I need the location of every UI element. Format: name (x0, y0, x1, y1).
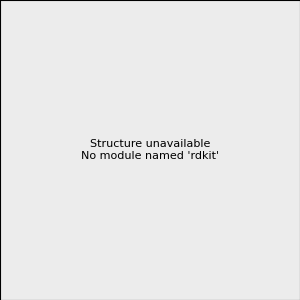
Text: Structure unavailable
No module named 'rdkit': Structure unavailable No module named 'r… (81, 139, 219, 161)
